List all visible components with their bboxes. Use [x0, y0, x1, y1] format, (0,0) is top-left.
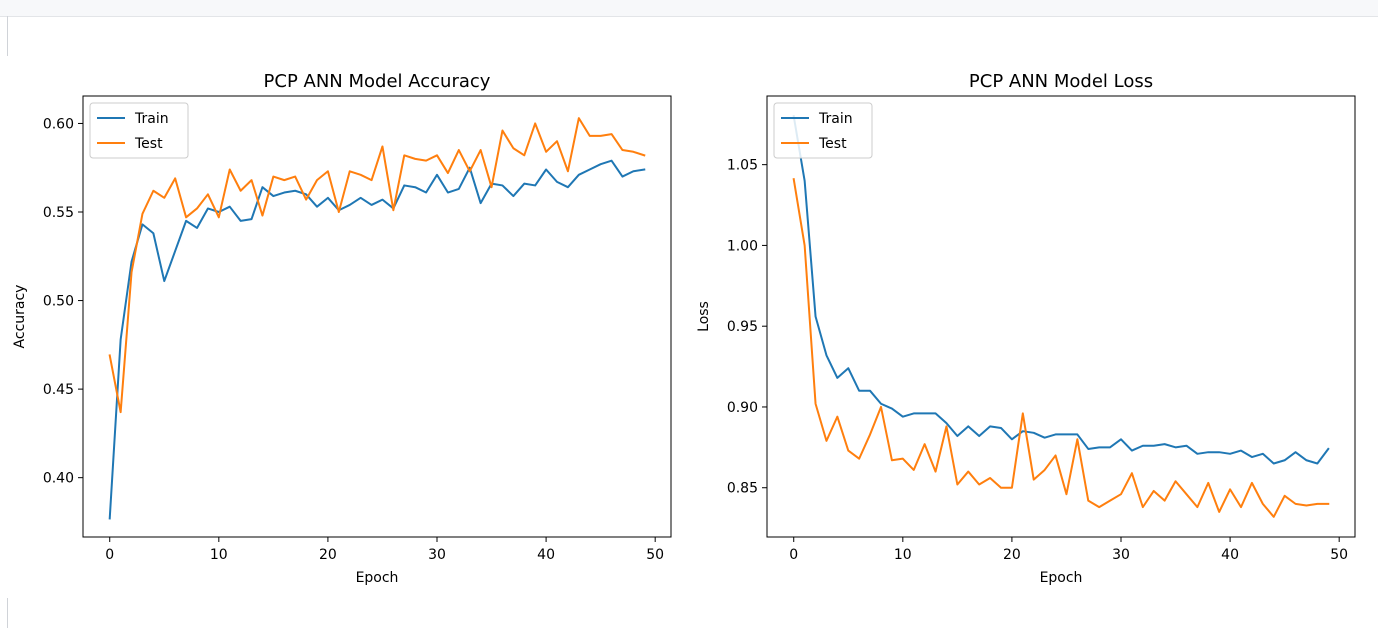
accuracy-series-test-line — [108, 117, 646, 414]
accuracy-series-train-line — [108, 159, 646, 520]
accuracy-chart-title: PCP ANN Model Accuracy — [264, 71, 491, 92]
loss-yaxis-label: Loss — [696, 301, 712, 332]
loss-xtick-label: 10 — [894, 547, 912, 563]
loss-xtick-label: 0 — [789, 547, 798, 563]
notebook-output-header — [0, 0, 1378, 17]
loss-axes-frame — [766, 95, 1356, 538]
loss-ytick-label: 0.95 — [727, 319, 758, 335]
output-gutter-top — [7, 16, 8, 56]
loss-ytick-label: 1.05 — [727, 158, 758, 174]
accuracy-xtick-label: 40 — [537, 547, 555, 563]
loss-legend: Train Test — [773, 102, 873, 159]
loss-chart: PCP ANN Model Loss 0 10 20 30 40 50 0.85 0.90 0.9… — [696, 71, 1356, 586]
accuracy-ytick-label: 0.55 — [43, 205, 74, 221]
accuracy-xtick-label: 50 — [646, 547, 664, 563]
accuracy-xtick-label: 10 — [210, 547, 228, 563]
accuracy-ytick-label: 0.60 — [43, 116, 74, 132]
loss-legend-label-test: Test — [818, 136, 847, 152]
loss-series-test-line — [792, 178, 1330, 518]
accuracy-ytick-label: 0.50 — [43, 294, 74, 310]
accuracy-xtick-label: 30 — [428, 547, 446, 563]
accuracy-legend-label-test: Test — [134, 136, 163, 152]
loss-ytick-label: 0.90 — [727, 400, 758, 416]
accuracy-chart: PCP ANN Model Accuracy 0 10 20 30 40 50 0.40 0.4… — [12, 71, 672, 586]
output-gutter-bottom — [7, 598, 8, 628]
loss-xtick-label: 40 — [1221, 547, 1239, 563]
accuracy-xtick-label: 0 — [105, 547, 114, 563]
accuracy-xaxis-label: Epoch — [356, 570, 399, 586]
accuracy-axes-frame — [82, 95, 672, 538]
loss-series-train-line — [792, 115, 1330, 465]
accuracy-yaxis-label: Accuracy — [12, 285, 28, 349]
loss-xtick-label: 20 — [1003, 547, 1021, 563]
loss-xaxis-label: Epoch — [1040, 570, 1083, 586]
loss-ytick-label: 1.00 — [727, 238, 758, 254]
loss-legend-label-train: Train — [818, 111, 853, 127]
loss-legend-box — [773, 102, 873, 159]
loss-xtick-label: 30 — [1112, 547, 1130, 563]
loss-ytick-label: 0.85 — [727, 481, 758, 497]
accuracy-xtick-label: 20 — [319, 547, 337, 563]
accuracy-legend-label-train: Train — [134, 111, 169, 127]
accuracy-ytick-label: 0.45 — [43, 382, 74, 398]
accuracy-legend-box — [89, 102, 189, 159]
loss-xtick-label: 50 — [1330, 547, 1348, 563]
accuracy-legend: Train Test — [89, 102, 189, 159]
loss-chart-title: PCP ANN Model Loss — [969, 71, 1153, 92]
accuracy-ytick-label: 0.40 — [43, 471, 74, 487]
